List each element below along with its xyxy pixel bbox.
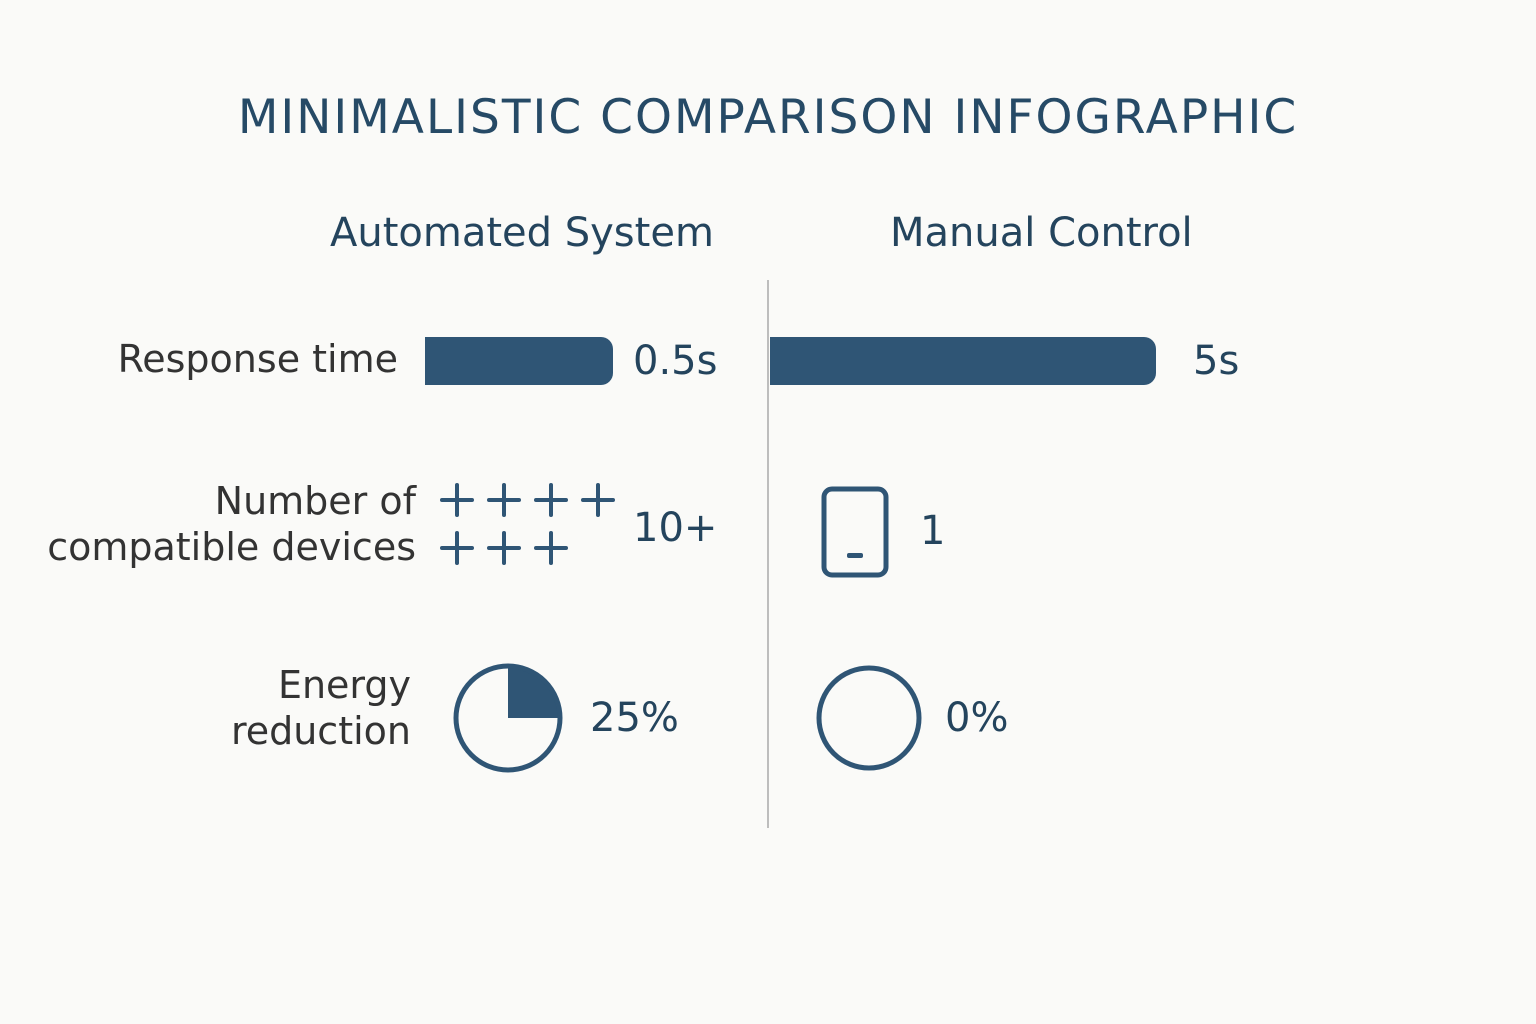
automated-energy-value: 25% [590, 695, 679, 741]
row-label-devices-line2: compatible devices [47, 525, 416, 569]
automated-response-bar [425, 337, 613, 385]
manual-response-bar [770, 337, 1156, 385]
plus-icon [581, 483, 615, 517]
plus-icon [487, 531, 521, 565]
infographic-title: MINIMALISTIC COMPARISON INFOGRAPHIC [237, 90, 1299, 145]
manual-devices-value: 1 [920, 508, 946, 554]
row-label-energy: Energy reduction [231, 662, 411, 754]
row-label-devices: Number of compatible devices [47, 478, 416, 570]
pie-icon [453, 663, 563, 773]
row-label-energy-line1: Energy [277, 663, 411, 707]
plus-icon-grid [440, 483, 615, 565]
column-header-manual: Manual Control [890, 210, 1193, 256]
plus-icon [440, 531, 474, 565]
column-header-automated: Automated System [330, 210, 714, 256]
plus-icon [487, 483, 521, 517]
plus-icon [534, 483, 568, 517]
row-label-response-time: Response time [117, 337, 398, 381]
row-label-energy-line2: reduction [230, 709, 411, 753]
phone-icon [821, 486, 889, 578]
plus-icon [534, 531, 568, 565]
manual-response-value: 5s [1193, 338, 1240, 384]
automated-devices-value: 10+ [633, 505, 718, 551]
row-label-devices-line1: Number of [214, 479, 416, 523]
plus-icon [440, 483, 474, 517]
pie-slice [508, 666, 560, 718]
manual-energy-value: 0% [945, 695, 1009, 741]
column-divider [767, 280, 769, 828]
circle-icon [816, 665, 922, 771]
automated-response-value: 0.5s [633, 338, 718, 384]
